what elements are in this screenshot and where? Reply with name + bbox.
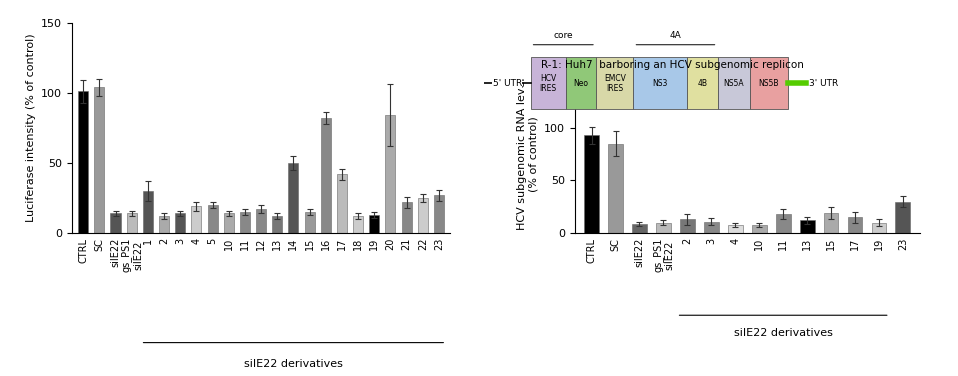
Bar: [224, 214, 234, 233]
Text: HCV
IRES: HCV IRES: [539, 74, 557, 93]
Bar: [208, 205, 217, 233]
Bar: [110, 214, 121, 233]
Bar: [848, 217, 862, 233]
Text: 3' UTR: 3' UTR: [809, 79, 838, 88]
Bar: [240, 212, 250, 233]
Bar: [143, 191, 153, 233]
Text: 4B: 4B: [697, 79, 707, 88]
Bar: [401, 202, 412, 233]
Bar: [272, 216, 283, 233]
Bar: [752, 225, 766, 233]
Bar: [800, 220, 814, 233]
FancyBboxPatch shape: [531, 57, 565, 109]
Bar: [256, 209, 266, 233]
Bar: [305, 212, 314, 233]
FancyBboxPatch shape: [750, 57, 787, 109]
Bar: [369, 215, 379, 233]
FancyBboxPatch shape: [596, 57, 633, 109]
Bar: [354, 216, 363, 233]
Text: NS5B: NS5B: [759, 79, 779, 88]
Bar: [728, 225, 742, 233]
Text: siIE22 derivatives: siIE22 derivatives: [244, 359, 343, 370]
Text: core: core: [554, 31, 573, 40]
Bar: [337, 174, 347, 233]
Text: 4A: 4A: [670, 31, 681, 40]
Text: siIE22 derivatives: siIE22 derivatives: [734, 328, 833, 338]
Y-axis label: Luciferase intensity (% of control): Luciferase intensity (% of control): [26, 33, 35, 222]
Bar: [656, 223, 671, 233]
Bar: [126, 214, 137, 233]
Y-axis label: HCV subgenomic RNA level
(% of control): HCV subgenomic RNA level (% of control): [517, 78, 538, 230]
Bar: [385, 115, 396, 233]
Bar: [632, 224, 647, 233]
Text: NS5A: NS5A: [723, 79, 744, 88]
Text: 5' UTR: 5' UTR: [492, 79, 522, 88]
FancyBboxPatch shape: [687, 57, 718, 109]
Bar: [159, 216, 169, 233]
Bar: [321, 118, 331, 233]
Bar: [704, 221, 718, 233]
Text: EMCV
IRES: EMCV IRES: [604, 74, 626, 93]
Bar: [434, 195, 444, 233]
Bar: [896, 202, 910, 233]
Text: Neo: Neo: [573, 79, 588, 88]
Bar: [776, 214, 790, 233]
Bar: [418, 198, 428, 233]
Bar: [79, 91, 88, 233]
Bar: [872, 223, 886, 233]
FancyBboxPatch shape: [565, 57, 596, 109]
FancyBboxPatch shape: [633, 57, 687, 109]
Text: R-1: Huh7  barboring an HCV subgenomic replicon: R-1: Huh7 barboring an HCV subgenomic re…: [541, 59, 804, 70]
Bar: [94, 87, 104, 233]
Bar: [680, 220, 695, 233]
Text: NS3: NS3: [652, 79, 668, 88]
Bar: [608, 144, 623, 233]
Bar: [288, 163, 298, 233]
Bar: [584, 135, 599, 233]
FancyBboxPatch shape: [718, 57, 750, 109]
Bar: [824, 213, 838, 233]
Bar: [192, 206, 201, 233]
Bar: [175, 214, 185, 233]
